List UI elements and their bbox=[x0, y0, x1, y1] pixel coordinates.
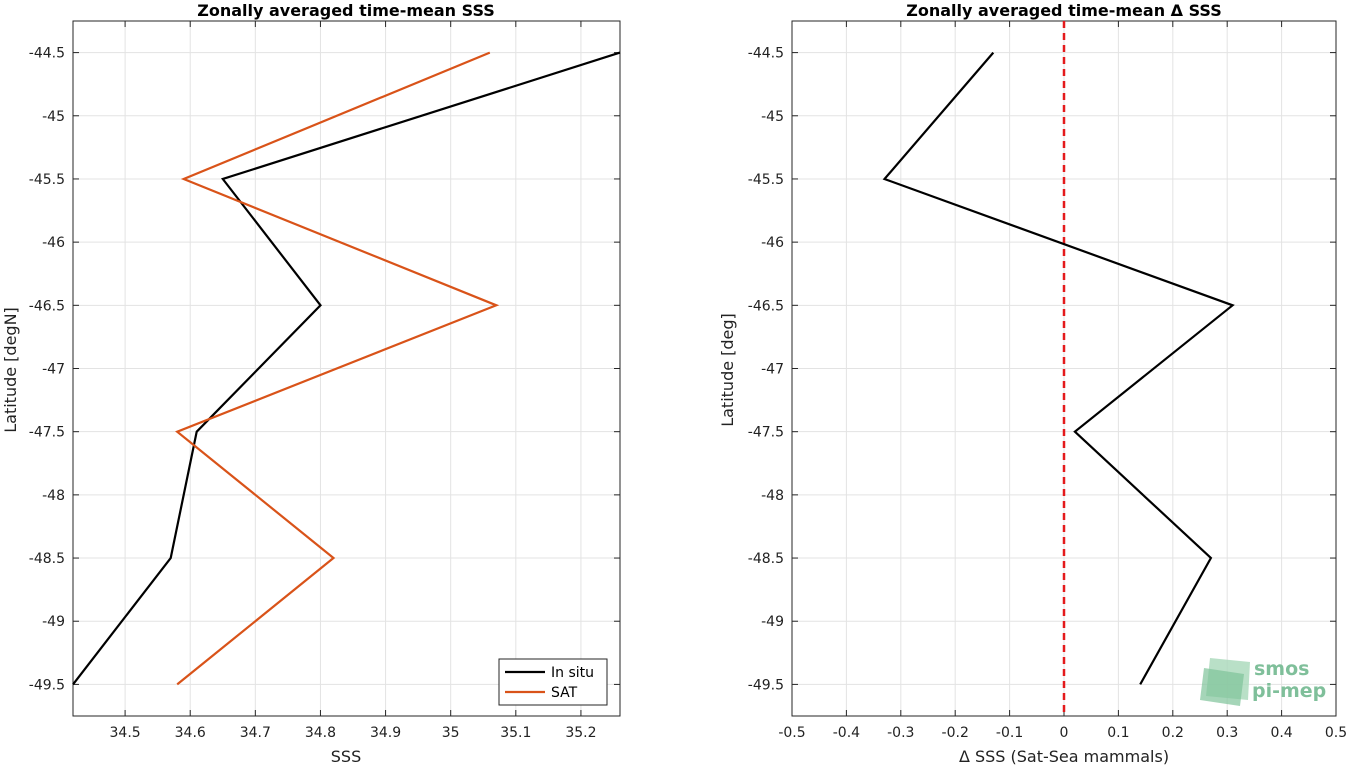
sss-series-sat-line bbox=[175, 51, 500, 686]
delta-x-tick-label: -0.3 bbox=[887, 725, 914, 741]
sss-y-tick-label: -49 bbox=[42, 614, 65, 630]
sss-x-tick-label: 34.5 bbox=[110, 725, 141, 741]
delta-x-tick-label: -0.5 bbox=[778, 725, 805, 741]
sss-x-tick-label: 34.7 bbox=[240, 725, 271, 741]
chart-delta-sss: -0.5 -0.4 -0.3 -0.2 -0.1 0 0.1 0.2 0.3 0.4 0.5 -44.… bbox=[718, 1, 1347, 765]
legend-label-sat: SAT bbox=[551, 685, 578, 701]
delta-series-0-line bbox=[882, 51, 1235, 685]
logo-shape-front bbox=[1200, 668, 1244, 706]
sss-x-tick-label: 34.9 bbox=[370, 725, 401, 741]
delta-x-tick-label: -0.4 bbox=[833, 725, 860, 741]
delta-y-tick-label: -49 bbox=[761, 614, 784, 630]
sss-series-in-situ-line bbox=[72, 51, 621, 686]
sss-x-tick-label: 34.8 bbox=[305, 725, 336, 741]
sss-y-tick-label: -49.5 bbox=[29, 677, 65, 693]
delta-y-tick-label: -46.5 bbox=[748, 298, 784, 314]
chart-delta-ylabel: Latitude [deg] bbox=[718, 313, 737, 427]
smos-pimep-logo: smos pi-mep bbox=[1200, 658, 1326, 706]
delta-y-tick-label: -48 bbox=[761, 488, 784, 504]
delta-x-tick-label: -0.2 bbox=[942, 725, 969, 741]
delta-y-tick-label: -47.5 bbox=[748, 425, 784, 441]
delta-y-tick-label: -44.5 bbox=[748, 46, 784, 62]
delta-x-tick-label: 0.4 bbox=[1270, 725, 1292, 741]
chart-sss-ylabel: Latitude [degN] bbox=[1, 307, 20, 433]
chart-delta-xlabel: Δ SSS (Sat-Sea mammals) bbox=[959, 747, 1169, 765]
delta-y-tick-label: -45.5 bbox=[748, 172, 784, 188]
delta-x-tick-label: 0 bbox=[1060, 725, 1069, 741]
legend-box bbox=[498, 658, 608, 706]
chart-delta-title: Zonally averaged time-mean Δ SSS bbox=[906, 1, 1222, 20]
sss-y-tick-label: -46 bbox=[42, 235, 65, 251]
legend-label-in-situ: In situ bbox=[551, 665, 594, 681]
delta-x-tick-label: 0.3 bbox=[1216, 725, 1238, 741]
sss-x-tick-label: 34.6 bbox=[175, 725, 206, 741]
sss-y-tick-label: -47 bbox=[42, 362, 65, 378]
delta-x-tick-label: 0.2 bbox=[1162, 725, 1184, 741]
sss-axes-box bbox=[72, 20, 621, 717]
sss-y-tick-label: -48.5 bbox=[29, 551, 65, 567]
sss-x-tick-label: 35.2 bbox=[565, 725, 596, 741]
sss-y-tick-label: -48 bbox=[42, 488, 65, 504]
sss-y-tick-label: -45.5 bbox=[29, 172, 65, 188]
delta-y-tick-label: -46 bbox=[761, 235, 784, 251]
delta-y-tick-label: -45 bbox=[761, 109, 784, 125]
sss-x-tick-label: 35.1 bbox=[500, 725, 531, 741]
delta-x-tick-label: 0.5 bbox=[1325, 725, 1347, 741]
delta-y-tick-label: -49.5 bbox=[748, 677, 784, 693]
chart-sss: 34.5 34.6 34.7 34.8 34.9 35 35.1 35.2 -44.5 -45 -4… bbox=[1, 1, 621, 765]
delta-y-tick-label: -48.5 bbox=[748, 551, 784, 567]
sss-y-tick-label: -45 bbox=[42, 109, 65, 125]
sss-y-tick-label: -44.5 bbox=[29, 46, 65, 62]
sss-y-tick-label: -47.5 bbox=[29, 425, 65, 441]
sss-y-tick-label: -46.5 bbox=[29, 298, 65, 314]
logo-text-smos: smos bbox=[1254, 658, 1309, 680]
delta-y-tick-label: -47 bbox=[761, 362, 784, 378]
chart-sss-title: Zonally averaged time-mean SSS bbox=[197, 1, 495, 20]
delta-x-tick-label: 0.1 bbox=[1107, 725, 1129, 741]
sss-x-tick-label: 35 bbox=[442, 725, 460, 741]
chart-sss-xlabel: SSS bbox=[331, 747, 361, 765]
delta-x-tick-label: -0.1 bbox=[996, 725, 1023, 741]
logo-text-pimep: pi-mep bbox=[1252, 680, 1326, 702]
